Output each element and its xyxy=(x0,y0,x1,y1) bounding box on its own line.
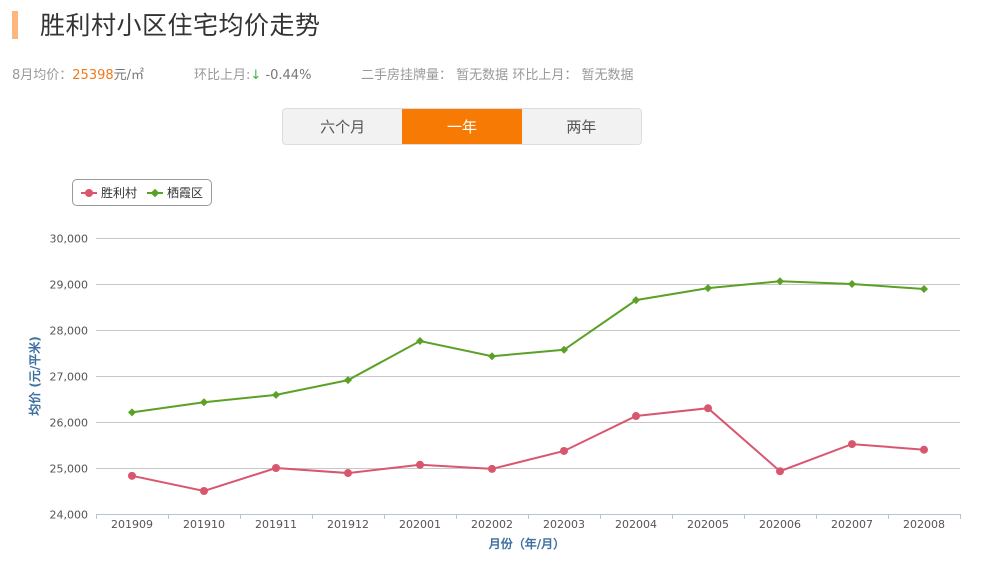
x-tick-label: 201912 xyxy=(327,518,369,531)
mom-label: 环比上月: xyxy=(194,68,251,83)
x-tick-label: 202006 xyxy=(759,518,801,531)
x-tick-label: 202008 xyxy=(903,518,945,531)
data-point[interactable] xyxy=(128,408,136,417)
x-tick-label: 202004 xyxy=(615,518,657,531)
data-point[interactable] xyxy=(128,471,136,480)
data-point[interactable] xyxy=(200,398,208,407)
data-point[interactable] xyxy=(560,446,568,455)
series-line xyxy=(131,407,925,493)
data-point[interactable] xyxy=(920,445,928,454)
data-point[interactable] xyxy=(488,464,496,473)
chart-series xyxy=(128,277,928,495)
x-axis-title: 月份（年/月） xyxy=(488,536,565,551)
down-arrow-icon: ↓ xyxy=(250,68,262,83)
legend-label-district: 栖霞区 xyxy=(167,186,204,200)
x-tick-label: 202003 xyxy=(543,518,585,531)
series-栖霞区 xyxy=(128,277,928,417)
legend-item-district[interactable]: 栖霞区 xyxy=(147,184,203,201)
chart-legend: 胜利村 栖霞区 xyxy=(72,179,213,206)
y-tick-label: 25,000 xyxy=(50,463,89,476)
avg-price-value: 25398 xyxy=(72,68,114,83)
listing-mom-value: 暂无数据 xyxy=(581,68,634,83)
data-point[interactable] xyxy=(848,440,856,449)
page-title: 胜利村小区住宅均价走势 xyxy=(40,11,321,40)
title-accent-bar xyxy=(12,11,18,39)
listing-label: 二手房挂牌量： xyxy=(361,68,453,83)
y-tick-label: 24,000 xyxy=(50,509,89,522)
data-point[interactable] xyxy=(344,376,352,385)
listing-stat: 二手房挂牌量： 暂无数据 环比上月： 暂无数据 xyxy=(361,64,633,83)
x-tick-label: 202007 xyxy=(831,518,873,531)
data-point[interactable] xyxy=(416,337,424,346)
data-point[interactable] xyxy=(632,412,640,421)
tab-six-months[interactable]: 六个月 xyxy=(320,118,366,136)
listing-value: 暂无数据 xyxy=(456,68,509,83)
data-point[interactable] xyxy=(560,345,568,354)
y-tick-label: 28,000 xyxy=(50,325,89,338)
y-tick-label: 26,000 xyxy=(50,417,89,430)
series-line xyxy=(131,280,925,414)
data-point[interactable] xyxy=(920,285,928,294)
y-axis-title: 均价 (元/平米) xyxy=(27,336,42,416)
tab-one-year[interactable]: 一年 xyxy=(402,109,522,144)
chart-gridlines xyxy=(96,238,960,469)
data-point[interactable] xyxy=(704,404,712,413)
y-tick-label: 27,000 xyxy=(50,371,89,384)
mom-change-stat: 环比上月:↓ -0.44% xyxy=(194,64,311,83)
y-axis-ticks: 24,000 25,000 26,000 27,000 28,000 29,000 30,0… xyxy=(50,233,89,522)
data-point[interactable] xyxy=(704,284,712,293)
diamond-marker-icon xyxy=(147,188,164,198)
data-point[interactable] xyxy=(488,352,496,361)
data-point[interactable] xyxy=(272,390,280,399)
x-tick-label: 201911 xyxy=(255,518,297,531)
listing-mom-label: 环比上月： xyxy=(512,68,578,83)
avg-price-unit: 元/㎡ xyxy=(113,68,145,83)
avg-price-label: 8月均价： xyxy=(12,68,73,83)
mom-value: -0.44% xyxy=(265,68,312,83)
data-point[interactable] xyxy=(272,464,280,472)
series-胜利村 xyxy=(128,404,928,495)
period-tabs: 六个月 一年 两年 xyxy=(282,108,642,145)
data-point[interactable] xyxy=(776,467,784,476)
legend-label-village: 胜利村 xyxy=(101,186,138,200)
x-tick-label: 201909 xyxy=(111,518,153,531)
x-tick-label: 202001 xyxy=(399,518,441,531)
data-point[interactable] xyxy=(416,460,424,469)
x-tick-label: 201910 xyxy=(183,518,225,531)
x-tick-label: 202002 xyxy=(471,518,513,531)
x-tick-label: 202005 xyxy=(687,518,729,531)
x-axis: 201909 201910 201911 201912 202001 202002 2020… xyxy=(96,514,961,531)
legend-item-village[interactable]: 胜利村 xyxy=(81,184,137,201)
avg-price-stat: 8月均价：25398元/㎡ xyxy=(12,64,144,83)
tab-two-years[interactable]: 两年 xyxy=(566,118,597,136)
y-tick-label: 30,000 xyxy=(50,233,89,246)
data-point[interactable] xyxy=(848,280,856,288)
circle-marker-icon xyxy=(81,188,97,198)
data-point[interactable] xyxy=(776,277,784,286)
data-point[interactable] xyxy=(632,296,640,305)
data-point[interactable] xyxy=(344,469,352,478)
data-point[interactable] xyxy=(200,487,208,495)
y-tick-label: 29,000 xyxy=(50,279,89,292)
